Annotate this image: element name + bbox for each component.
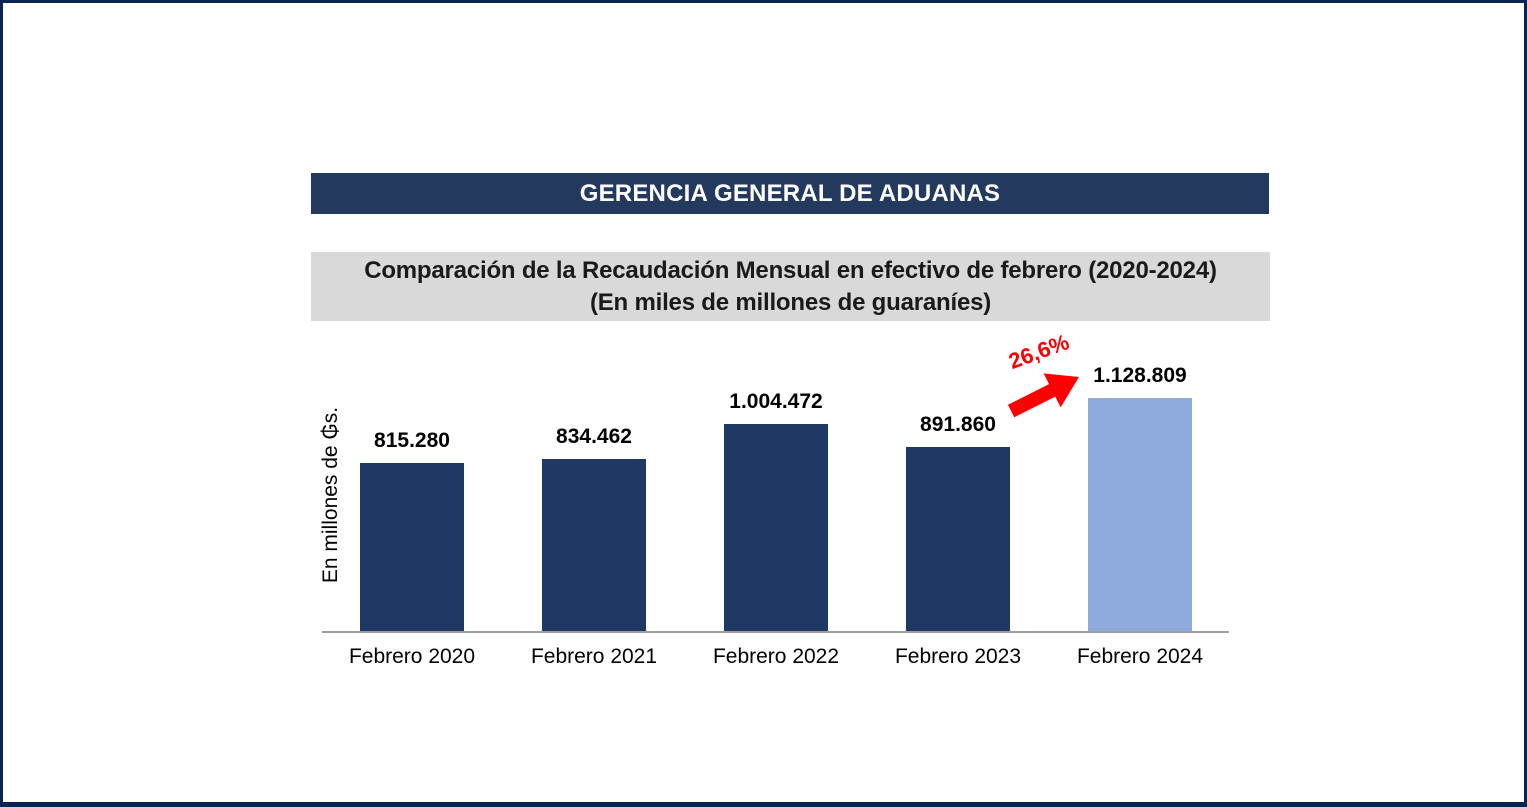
bar-value-label: 815.280 <box>374 429 450 452</box>
bar-febrero-2024 <box>1088 398 1192 631</box>
header-title: GERENCIA GENERAL DE ADUANAS <box>579 179 1001 207</box>
bar-febrero-2022 <box>724 424 828 631</box>
chart-title-line2: (En miles de millones de guaraníes) <box>589 288 992 316</box>
header-band: GERENCIA GENERAL DE ADUANAS <box>311 173 1269 214</box>
chart-title-band: Comparación de la Recaudación Mensual en… <box>311 252 1270 321</box>
increase-arrow-icon <box>1001 356 1090 431</box>
x-axis-label: Febrero 2023 <box>894 645 1022 668</box>
bar-value-label: 1.128.809 <box>1093 364 1187 387</box>
bar-value-label: 891.860 <box>920 413 996 436</box>
x-axis-label: Febrero 2020 <box>348 645 476 668</box>
bar-chart-plot-area: 815.280 Febrero 2020 834.462 Febrero 2021 1.… <box>322 364 1229 668</box>
chart-title-line1: Comparación de la Recaudación Mensual en… <box>364 256 1217 284</box>
bar-value-label: 1.004.472 <box>729 390 823 413</box>
x-axis-label: Febrero 2022 <box>712 645 840 668</box>
bar-value-label: 834.462 <box>556 425 632 448</box>
bar-febrero-2020 <box>360 463 464 631</box>
bar-febrero-2021 <box>542 459 646 631</box>
x-axis-label: Febrero 2021 <box>530 645 658 668</box>
x-axis-label: Febrero 2024 <box>1076 645 1204 668</box>
bar-febrero-2023 <box>906 447 1010 631</box>
